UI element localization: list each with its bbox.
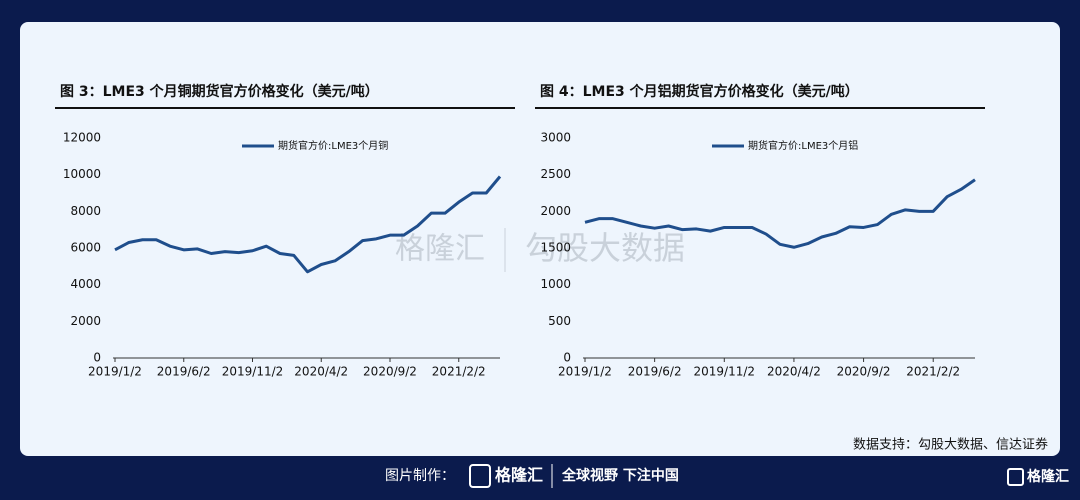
footer-slogan: 全球视野 下注中国 bbox=[561, 467, 679, 484]
y-tick-label: 1000 bbox=[540, 277, 571, 291]
y-tick-label: 2500 bbox=[540, 167, 571, 181]
chart-title: 图 3：LME3 个月铜期货官方价格变化（美元/吨） bbox=[60, 83, 379, 100]
y-tick-label: 2000 bbox=[70, 314, 101, 328]
footer-made-by: 图片制作： bbox=[385, 468, 455, 484]
y-tick-label: 12000 bbox=[63, 131, 101, 145]
y-tick-label: 3000 bbox=[540, 131, 571, 145]
footer-logo-icon bbox=[469, 464, 491, 488]
y-tick-label: 0 bbox=[93, 351, 101, 365]
x-tick-label: 2019/1/2 bbox=[88, 365, 142, 379]
corner-brand: 格隆汇 bbox=[1027, 468, 1069, 485]
x-tick-label: 2019/11/2 bbox=[222, 365, 284, 379]
x-tick-label: 2020/4/2 bbox=[767, 365, 821, 379]
card bbox=[20, 22, 1060, 456]
x-tick-label: 2021/2/2 bbox=[432, 365, 486, 379]
watermark-text: 勾股大数据 bbox=[525, 229, 685, 267]
x-tick-label: 2020/9/2 bbox=[837, 365, 891, 379]
legend-label: 期货官方价:LME3个月铝 bbox=[748, 139, 858, 152]
y-tick-label: 1500 bbox=[540, 241, 571, 255]
x-tick-label: 2019/6/2 bbox=[157, 365, 211, 379]
y-tick-label: 10000 bbox=[63, 167, 101, 181]
corner-logo-icon bbox=[1007, 468, 1024, 486]
watermark-brand: 格隆汇 bbox=[395, 232, 485, 267]
x-tick-label: 2020/9/2 bbox=[363, 365, 417, 379]
line bbox=[584, 178, 976, 249]
x-tick-label: 2021/2/2 bbox=[906, 365, 960, 379]
line bbox=[114, 175, 502, 274]
y-tick-label: 2000 bbox=[540, 204, 571, 218]
y-tick-label: 0 bbox=[563, 351, 571, 365]
y-tick-label: 500 bbox=[548, 314, 571, 328]
x-tick-label: 2019/11/2 bbox=[694, 365, 756, 379]
x-tick-label: 2020/4/2 bbox=[294, 365, 348, 379]
x-tick-label: 2019/1/2 bbox=[558, 365, 612, 379]
legend-label: 期货官方价:LME3个月铜 bbox=[278, 139, 388, 152]
source: 数据支持：勾股大数据、信达证券 bbox=[853, 437, 1048, 453]
y-tick-label: 8000 bbox=[70, 204, 101, 218]
y-tick-label: 4000 bbox=[70, 277, 101, 291]
y-tick-label: 6000 bbox=[70, 241, 101, 255]
footer-brand: 格隆汇 bbox=[495, 466, 543, 485]
chart-title: 图 4：LME3 个月铝期货官方价格变化（美元/吨） bbox=[540, 83, 859, 100]
x-tick-label: 2019/6/2 bbox=[628, 365, 682, 379]
